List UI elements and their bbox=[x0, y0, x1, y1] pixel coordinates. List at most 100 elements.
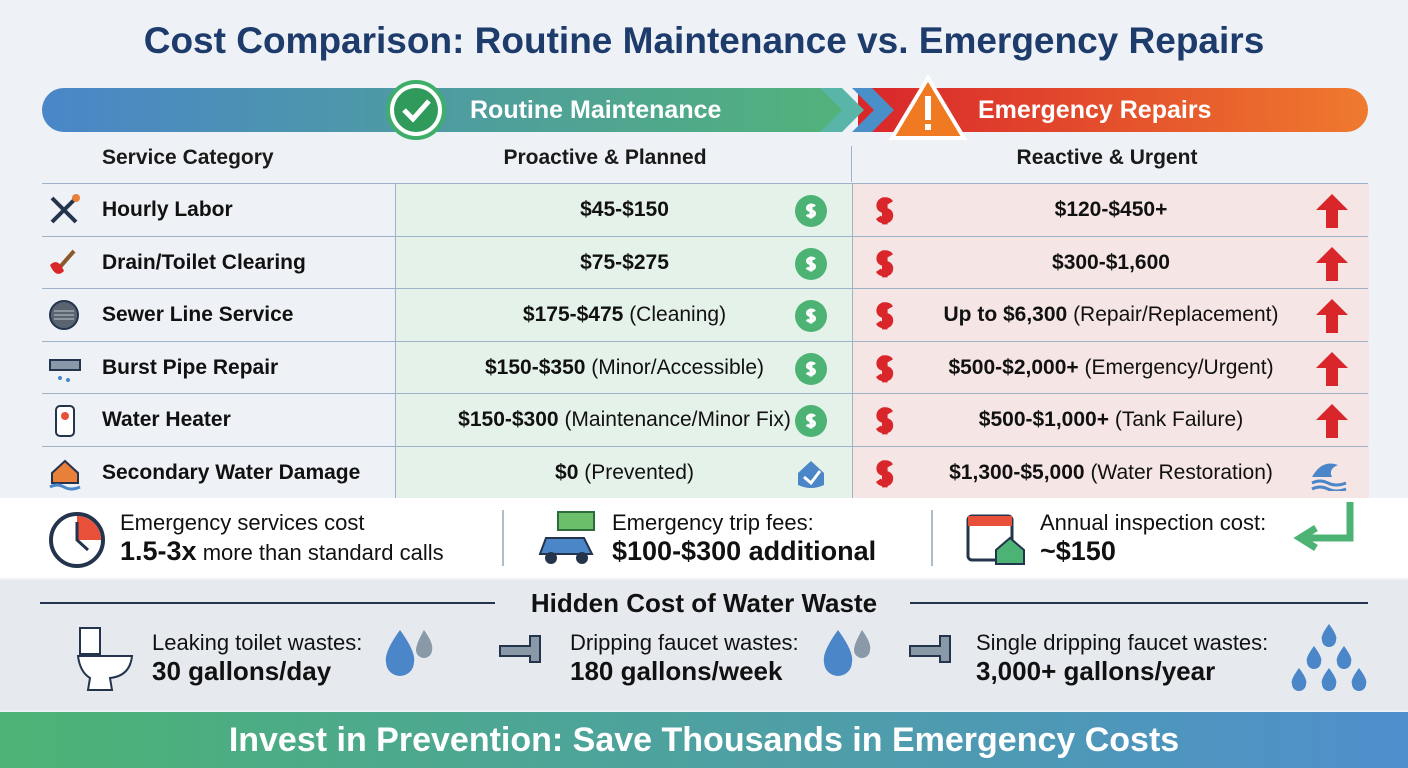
column-header: Service Category bbox=[102, 146, 274, 169]
icon bbox=[48, 352, 82, 391]
icon bbox=[1310, 457, 1350, 496]
icon bbox=[868, 245, 900, 288]
icon-shape bbox=[876, 197, 894, 225]
fact-label: Emergency services cost bbox=[120, 510, 365, 535]
divider bbox=[851, 146, 852, 182]
cost-amount: $300-$1,600 bbox=[1052, 250, 1170, 274]
icon bbox=[868, 192, 900, 235]
emergency-cost: $500-$2,000+ (Emergency/Urgent) bbox=[852, 341, 1369, 394]
cost-note: (Minor/Accessible) bbox=[591, 355, 764, 379]
table-row: Burst Pipe Repair $150-$350 (Minor/Access… bbox=[42, 340, 1369, 394]
icon-shape bbox=[1316, 351, 1348, 386]
icon bbox=[1314, 402, 1350, 445]
icon-shape bbox=[823, 630, 871, 676]
table-row: Secondary Water Damage $0 (Prevented) $1,3… bbox=[42, 445, 1369, 499]
icon bbox=[48, 457, 82, 496]
icon-shape bbox=[1316, 246, 1348, 281]
banner-icons bbox=[386, 74, 968, 140]
icon-shape bbox=[876, 459, 894, 487]
icon bbox=[868, 455, 900, 498]
fact-icons bbox=[49, 502, 1354, 568]
waste-label: Leaking toilet wastes: bbox=[152, 630, 363, 655]
icon-shape bbox=[1316, 194, 1348, 228]
cost-note: (Water Restoration) bbox=[1090, 460, 1273, 484]
icon bbox=[794, 352, 828, 391]
icon bbox=[794, 194, 828, 233]
fact: Annual inspection cost: ~$150 bbox=[1040, 510, 1266, 567]
waste-amount: 30 gallons/day bbox=[152, 656, 332, 686]
cost-note: (Emergency/Urgent) bbox=[1084, 355, 1274, 379]
fact: Emergency trip fees: $100-$300 additional bbox=[612, 510, 876, 567]
fact-highlight: ~$150 bbox=[1040, 536, 1116, 566]
icon bbox=[1314, 245, 1350, 288]
icon-shape bbox=[795, 352, 827, 385]
cost-amount: $175-$475 bbox=[522, 303, 624, 326]
routine-cost: $75-$275 bbox=[395, 236, 853, 289]
emergency-cost: $500-$1,000+ (Tank Failure) bbox=[852, 394, 1369, 446]
icon-shape bbox=[795, 405, 827, 437]
icon bbox=[794, 247, 828, 286]
icon bbox=[868, 350, 900, 393]
icon-shape bbox=[876, 407, 894, 435]
fact-value: 1.5-3x more than standard calls bbox=[120, 536, 444, 567]
cost-note: (Prevented) bbox=[584, 460, 694, 484]
icon-shape bbox=[49, 358, 81, 382]
icon bbox=[1314, 297, 1350, 340]
category: Secondary Water Damage bbox=[102, 460, 361, 484]
waste-amount: 180 gallons/week bbox=[570, 656, 783, 686]
icon-shape bbox=[1316, 404, 1348, 438]
icon bbox=[868, 402, 900, 445]
fact-highlight: 1.5-3x bbox=[120, 536, 197, 566]
emergency-cost: $1,300-$5,000 (Water Restoration) bbox=[852, 446, 1369, 499]
icon bbox=[1314, 192, 1350, 235]
waste-amount: 3,000+ gallons/year bbox=[976, 656, 1216, 686]
icon-shape bbox=[798, 460, 824, 488]
cost-note: (Maintenance/Minor Fix) bbox=[564, 408, 791, 431]
icon bbox=[794, 404, 828, 443]
cost-note: (Cleaning) bbox=[629, 303, 727, 326]
cost-amount: $150-$350 bbox=[485, 355, 586, 379]
icon bbox=[48, 194, 82, 233]
table-row: Hourly Labor $45-$150 $120-$450+ bbox=[42, 183, 1369, 236]
category: Drain/Toilet Clearing bbox=[102, 250, 306, 274]
fact-label: Annual inspection cost: bbox=[1040, 510, 1267, 535]
cost-amount: $45-$150 bbox=[580, 198, 669, 221]
icon-shape bbox=[49, 459, 81, 490]
fact-rest: more than standard calls bbox=[202, 540, 444, 565]
icon-shape bbox=[1291, 624, 1367, 691]
routine-cost: $0 (Prevented) bbox=[395, 446, 853, 499]
icon bbox=[794, 457, 828, 496]
icon bbox=[794, 299, 828, 338]
icon-shape bbox=[385, 630, 433, 676]
fact-value: ~$150 bbox=[1040, 536, 1266, 567]
fact-label: Emergency trip fees: bbox=[612, 510, 814, 535]
fact-value: $100-$300 additional bbox=[612, 536, 876, 567]
icon-shape bbox=[1316, 299, 1348, 333]
icon-shape bbox=[55, 405, 75, 437]
cost-amount: $500-$1,000+ bbox=[978, 408, 1109, 431]
category: Burst Pipe Repair bbox=[102, 355, 279, 379]
routine-cost: $175-$475 (Cleaning) bbox=[395, 289, 853, 341]
facts: Emergency services cost 1.5-3x more than … bbox=[0, 498, 1408, 578]
cost-amount: $1,300-$5,000 bbox=[949, 460, 1085, 484]
icon bbox=[1290, 620, 1370, 697]
icon-shape bbox=[876, 354, 894, 382]
waste-label: Single dripping faucet wastes: bbox=[976, 630, 1269, 655]
fact: Emergency services cost 1.5-3x more than … bbox=[120, 510, 444, 567]
icon-shape bbox=[876, 302, 894, 330]
icon bbox=[48, 299, 82, 338]
icon bbox=[48, 404, 82, 443]
category: Hourly Labor bbox=[102, 198, 233, 221]
icon-shape bbox=[795, 300, 827, 332]
cost-amount: $75-$275 bbox=[580, 250, 669, 274]
footer: Invest in Prevention: Save Thousands in … bbox=[0, 712, 1408, 768]
cost-amount: $120-$450+ bbox=[1054, 198, 1168, 221]
cost-amount: $500-$2,000+ bbox=[948, 355, 1079, 379]
waste-icons bbox=[40, 602, 1368, 691]
cost-note: (Repair/Replacement) bbox=[1073, 303, 1279, 326]
icon bbox=[818, 626, 878, 701]
emergency-cost: $300-$1,600 bbox=[852, 236, 1369, 289]
icon bbox=[380, 626, 440, 701]
waste-item: Leaking toilet wastes: 30 gallons/day bbox=[152, 630, 362, 687]
